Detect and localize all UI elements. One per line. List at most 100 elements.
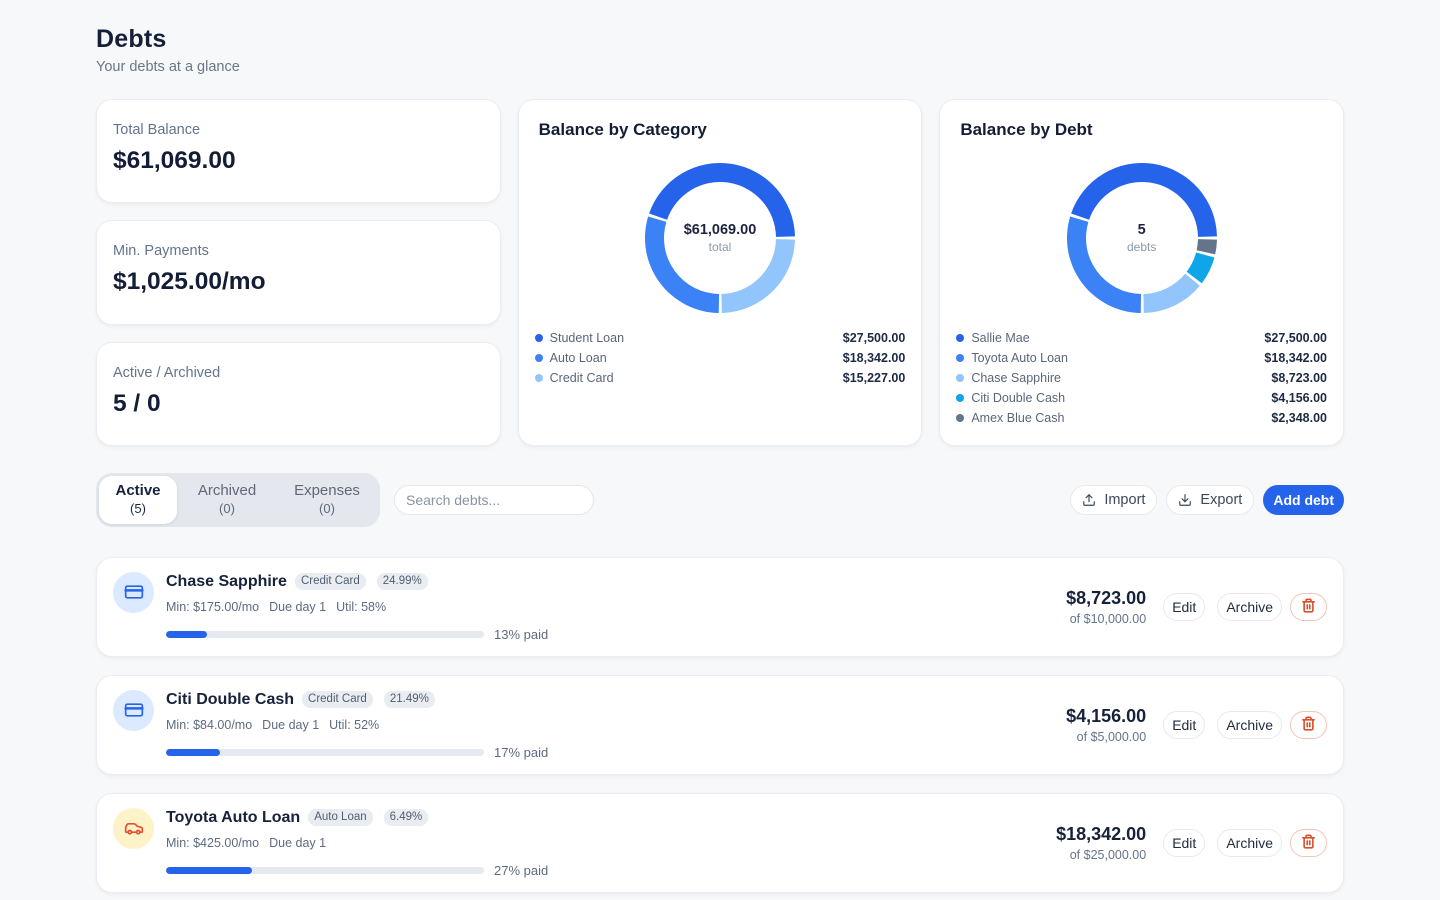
page: Debts Your debts at a glance Total Balan… [96, 0, 1344, 893]
debt-name: Citi Double Cash [166, 690, 295, 708]
legend-value: $2,348.00 [1271, 411, 1327, 425]
import-button[interactable]: Import [1070, 485, 1158, 515]
tab-label: Active [115, 482, 161, 499]
debt-meta-item: Due day 1 [262, 717, 320, 732]
debt-amount-sub: of $25,000.00 [1069, 848, 1147, 862]
debt-meta-item: Min: $425.00/mo [166, 835, 260, 850]
donut-segment-chase-sapphire [1143, 273, 1200, 313]
search-input[interactable] [394, 485, 594, 515]
debt-meta: Min: $425.00/mo Due day 1 [166, 836, 548, 850]
legend-row: Toyota Auto Loan $18,342.00 [956, 348, 1327, 368]
tab-active[interactable]: Active (5) [99, 476, 177, 524]
debt-legend: Sallie Mae $27,500.00 Toyota Auto Loan $18,… [956, 328, 1327, 428]
debt-meta: Min: $84.00/mo Due day 1 Util: 52% [166, 718, 548, 732]
legend-label: Toyota Auto Loan [971, 351, 1068, 365]
donut-segment-toyota-auto-loan [1066, 216, 1141, 313]
legend-value: $27,500.00 [842, 331, 906, 345]
legend-dot [956, 334, 965, 342]
debt-name: Toyota Auto Loan [166, 808, 301, 826]
legend-dot [534, 374, 543, 382]
legend-label: Auto Loan [549, 351, 607, 365]
category-legend: Student Loan $27,500.00 Auto Loan $18,342.0… [534, 328, 906, 388]
debt-row-2: Toyota Auto Loan Auto Loan 6.49% Min: $425.… [96, 793, 1344, 893]
export-button[interactable]: Export [1166, 485, 1255, 515]
balance-by-category-card: Balance by Category $61,069.00 total Stu… [517, 99, 923, 446]
upload-icon [1082, 493, 1096, 507]
debt-meta-item: Due day 1 [269, 599, 327, 614]
archive-button[interactable]: Archive [1217, 593, 1282, 621]
tab-count: (0) [319, 501, 335, 516]
stat-label: Min. Payments [113, 243, 209, 260]
tabs: Active (5) Archived (0) Expenses (0) [96, 473, 380, 527]
debt-amount: $8,723.00 [1066, 588, 1147, 608]
stat-card-0: Total Balance $61,069.00 [96, 99, 501, 204]
debt-meta-item: Due day 1 [269, 835, 327, 850]
progress-track [166, 866, 484, 874]
tab-label: Expenses [294, 482, 360, 499]
type-badge: Credit Card [294, 572, 366, 591]
stats-column: Total Balance $61,069.00 Min. Payments $1,0… [96, 99, 501, 446]
credit-card-icon [113, 571, 154, 613]
legend-row: Amex Blue Cash $2,348.00 [956, 408, 1327, 428]
edit-button[interactable]: Edit [1163, 829, 1206, 857]
delete-button[interactable] [1290, 593, 1327, 621]
stat-value: $61,069.00 [113, 147, 236, 174]
page-subtitle: Your debts at a glance [96, 59, 240, 75]
edit-button[interactable]: Edit [1163, 711, 1206, 739]
progress-track [166, 748, 484, 756]
balance-by-debt-card: Balance by Debt 5 debts Sallie Mae $27,50… [939, 99, 1344, 446]
apr-badge: 6.49% [383, 808, 429, 827]
progress-track [166, 630, 484, 638]
debt-row-0: Chase Sapphire Credit Card 24.99% Min: $175… [96, 557, 1344, 657]
tab-expenses[interactable]: Expenses (0) [277, 476, 377, 524]
legend-label: Chase Sapphire [971, 371, 1061, 385]
legend-label: Amex Blue Cash [971, 411, 1065, 425]
debt-amount: $4,156.00 [1066, 706, 1147, 726]
edit-button[interactable]: Edit [1163, 593, 1206, 621]
tab-archived[interactable]: Archived (0) [177, 476, 277, 524]
legend-value: $15,227.00 [842, 371, 906, 385]
debt-meta-item: Util: 58% [336, 599, 387, 614]
type-badge: Credit Card [302, 690, 373, 709]
debt-amount: $18,342.00 [1056, 824, 1147, 844]
legend-dot [534, 334, 543, 342]
legend-value: $8,723.00 [1271, 371, 1327, 385]
legend-value: $27,500.00 [1264, 331, 1327, 345]
archive-button[interactable]: Archive [1217, 711, 1282, 739]
stat-label: Total Balance [113, 122, 201, 138]
debt-info: Citi Double Cash Credit Card 21.49% Min: $8… [166, 691, 548, 760]
debt-info: Chase Sapphire Credit Card 24.99% Min: $175… [166, 573, 548, 642]
progress-fill [166, 748, 221, 756]
legend-dot [956, 414, 965, 422]
chart-title: Balance by Debt [960, 120, 1093, 139]
trash-icon [1301, 834, 1316, 852]
legend-row: Student Loan $27,500.00 [534, 328, 906, 348]
debt-meta-item: Min: $84.00/mo [166, 717, 253, 732]
stat-value: 5 / 0 [113, 389, 161, 417]
type-badge: Auto Loan [308, 808, 373, 827]
debt-name: Chase Sapphire [166, 572, 287, 590]
legend-row: Sallie Mae $27,500.00 [956, 328, 1327, 348]
progress-label: 13% paid [494, 626, 549, 642]
legend-label: Student Loan [549, 331, 625, 345]
legend-row: Auto Loan $18,342.00 [534, 348, 906, 368]
debt-meta-item: Util: 52% [329, 717, 380, 732]
legend-label: Citi Double Cash [971, 391, 1066, 405]
legend-value: $18,342.00 [842, 351, 906, 365]
donut-segment-citi-double-cash [1186, 252, 1215, 284]
archive-button[interactable]: Archive [1217, 829, 1282, 857]
legend-label: Sallie Mae [971, 331, 1030, 345]
delete-button[interactable] [1290, 829, 1327, 857]
apr-badge: 24.99% [376, 572, 428, 591]
tab-count: (0) [219, 501, 235, 516]
add-debt-button[interactable]: Add debt [1263, 485, 1344, 515]
chart-title: Balance by Category [538, 120, 707, 139]
delete-button[interactable] [1290, 711, 1327, 739]
legend-row: Credit Card $15,227.00 [534, 368, 906, 388]
stat-label: Active / Archived [113, 364, 221, 381]
tab-label: Archived [197, 482, 257, 499]
legend-row: Chase Sapphire $8,723.00 [956, 368, 1327, 388]
donut-segment-credit-card [721, 239, 795, 313]
stat-card-2: Active / Archived 5 / 0 [96, 341, 501, 446]
donut-segment-auto-loan [644, 216, 720, 313]
